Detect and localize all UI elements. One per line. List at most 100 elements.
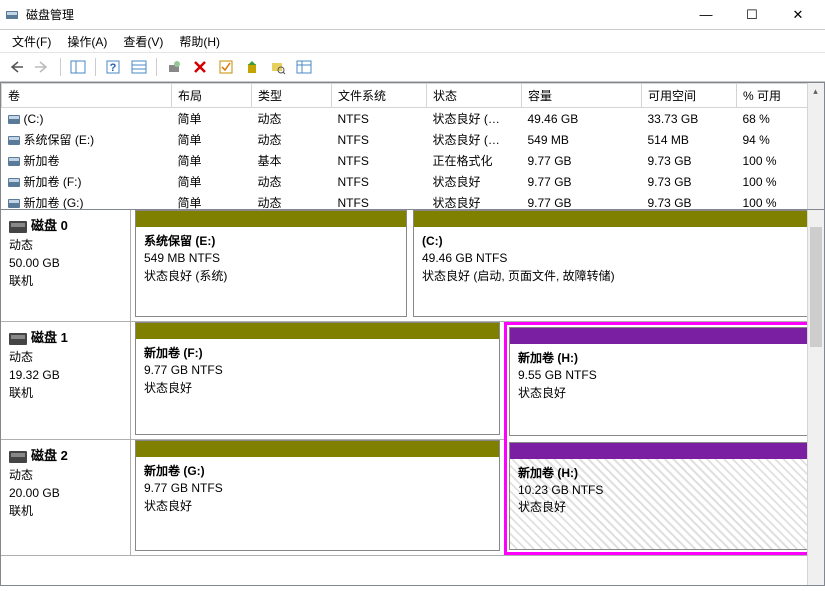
partition-title: (C:)	[422, 233, 811, 250]
vertical-scrollbar[interactable]: ▴	[807, 83, 824, 209]
volume-icon	[8, 115, 20, 124]
volume-icon	[8, 136, 20, 145]
delete-icon[interactable]	[189, 56, 211, 78]
disk2-partition-h[interactable]: 新加卷 (H:) 10.23 GB NTFS 状态良好	[509, 442, 813, 551]
disk-icon	[9, 333, 27, 345]
disk2-partition-g[interactable]: 新加卷 (G:) 9.77 GB NTFS 状态良好	[135, 440, 500, 551]
partition-status: 状态良好	[518, 499, 804, 516]
col-status[interactable]: 状态	[427, 84, 522, 108]
partition-status: 状态良好	[144, 498, 491, 515]
maximize-button[interactable]: ☐	[729, 1, 775, 29]
disk-0-name: 磁盘 0	[31, 218, 68, 233]
toolbar-separator	[156, 58, 157, 76]
toolbar-separator	[95, 58, 96, 76]
disk1-partition-f[interactable]: 新加卷 (F:) 9.77 GB NTFS 状态良好	[135, 322, 500, 435]
volume-row[interactable]: 系统保留 (E:)简单动态NTFS状态良好 (…549 MB514 MB94 %	[2, 129, 824, 150]
menu-help[interactable]: 帮助(H)	[171, 31, 228, 52]
disk-0-state: 联机	[9, 272, 122, 290]
disk1-partition-h[interactable]: 新加卷 (H:) 9.55 GB NTFS 状态良好	[509, 327, 813, 436]
close-button[interactable]: ✕	[775, 1, 821, 29]
volume-icon	[8, 199, 20, 208]
volume-row[interactable]: 新加卷 (G:)简单动态NTFS状态良好9.77 GB9.73 GB100 %	[2, 192, 824, 210]
partition-info: 9.77 GB NTFS	[144, 362, 491, 379]
partition-info: 49.46 GB NTFS	[422, 250, 811, 267]
disk-2-type: 动态	[9, 466, 122, 484]
up-icon[interactable]	[241, 56, 263, 78]
minimize-button[interactable]: —	[683, 1, 729, 29]
partition-title: 新加卷 (H:)	[518, 465, 804, 482]
col-pctfree[interactable]: % 可用	[737, 84, 810, 108]
col-layout[interactable]: 布局	[172, 84, 252, 108]
partition-status: 状态良好	[518, 385, 804, 402]
disk-1-label[interactable]: 磁盘 1 动态 19.32 GB 联机	[1, 322, 131, 439]
menu-bar: 文件(F) 操作(A) 查看(V) 帮助(H)	[0, 30, 825, 52]
toolbar-separator	[60, 58, 61, 76]
back-button[interactable]	[6, 56, 28, 78]
disk-0-label[interactable]: 磁盘 0 动态 50.00 GB 联机	[1, 210, 131, 321]
partition-info: 10.23 GB NTFS	[518, 482, 804, 499]
partition-status: 状态良好 (启动, 页面文件, 故障转储)	[422, 268, 811, 285]
title-bar: 磁盘管理 — ☐ ✕	[0, 0, 825, 30]
volume-table: 卷 布局 类型 文件系统 状态 容量 可用空间 % 可用 (C:)简单动态NTF…	[1, 83, 824, 210]
properties-icon[interactable]	[128, 56, 150, 78]
disk0-partition-c[interactable]: (C:) 49.46 GB NTFS 状态良好 (启动, 页面文件, 故障转储)	[413, 210, 820, 317]
partition-info: 9.77 GB NTFS	[144, 480, 491, 497]
forward-button[interactable]	[32, 56, 54, 78]
menu-file[interactable]: 文件(F)	[4, 31, 59, 52]
app-icon	[4, 7, 20, 23]
check-icon[interactable]	[215, 56, 237, 78]
partition-title: 系统保留 (E:)	[144, 233, 398, 250]
disk-icon	[9, 221, 27, 233]
svg-text:?: ?	[110, 62, 117, 74]
col-capacity[interactable]: 容量	[522, 84, 642, 108]
col-fs[interactable]: 文件系统	[332, 84, 427, 108]
search-icon[interactable]	[267, 56, 289, 78]
menu-view[interactable]: 查看(V)	[115, 31, 171, 52]
partition-title: 新加卷 (H:)	[518, 350, 804, 367]
disk-1-size: 19.32 GB	[9, 366, 122, 384]
disk-0-type: 动态	[9, 236, 122, 254]
partition-bar	[510, 328, 812, 344]
menu-action[interactable]: 操作(A)	[59, 31, 115, 52]
spanned-volume-highlight: 新加卷 (H:) 9.55 GB NTFS 状态良好 新加卷 (H:) 10.2…	[504, 322, 818, 555]
toolbar: ?	[0, 52, 825, 82]
disk-2-name: 磁盘 2	[31, 448, 68, 463]
partition-title: 新加卷 (G:)	[144, 463, 491, 480]
volume-row[interactable]: (C:)简单动态NTFS状态良好 (…49.46 GB33.73 GB68 %	[2, 108, 824, 130]
volume-icon	[8, 157, 20, 166]
help-icon[interactable]: ?	[102, 56, 124, 78]
partition-title: 新加卷 (F:)	[144, 345, 491, 362]
list-icon[interactable]	[293, 56, 315, 78]
disk-1-name: 磁盘 1	[31, 330, 68, 345]
volume-row[interactable]: 新加卷 (F:)简单动态NTFS状态良好9.77 GB9.73 GB100 %	[2, 171, 824, 192]
col-type[interactable]: 类型	[252, 84, 332, 108]
disk-2-state: 联机	[9, 502, 122, 520]
partition-bar	[136, 211, 406, 227]
col-volume[interactable]: 卷	[2, 84, 172, 108]
disk0-partition-e[interactable]: 系统保留 (E:) 549 MB NTFS 状态良好 (系统)	[135, 210, 407, 317]
disk-icon	[9, 451, 27, 463]
partition-status: 状态良好 (系统)	[144, 268, 398, 285]
col-free[interactable]: 可用空间	[642, 84, 737, 108]
refresh-icon[interactable]	[163, 56, 185, 78]
volume-list: 卷 布局 类型 文件系统 状态 容量 可用空间 % 可用 (C:)简单动态NTF…	[0, 82, 825, 210]
scrollbar-thumb[interactable]	[810, 227, 822, 347]
window-controls: — ☐ ✕	[683, 1, 821, 29]
partition-info: 9.55 GB NTFS	[518, 367, 804, 384]
partition-bar	[136, 323, 499, 339]
disk-0-size: 50.00 GB	[9, 254, 122, 272]
volume-icon	[8, 178, 20, 187]
volume-row[interactable]: 新加卷简单基本NTFS正在格式化9.77 GB9.73 GB100 %	[2, 150, 824, 171]
disk-row-0: 磁盘 0 动态 50.00 GB 联机 系统保留 (E:) 549 MB NTF…	[1, 210, 824, 322]
disk-layout-pane: 磁盘 0 动态 50.00 GB 联机 系统保留 (E:) 549 MB NTF…	[0, 210, 825, 586]
partition-bar	[136, 441, 499, 457]
show-hide-tree-button[interactable]	[67, 56, 89, 78]
partition-bar	[414, 211, 819, 227]
window-title: 磁盘管理	[26, 6, 683, 23]
disk-pane-scrollbar[interactable]	[807, 210, 824, 585]
disk-2-size: 20.00 GB	[9, 484, 122, 502]
scroll-up-icon[interactable]: ▴	[807, 83, 824, 100]
disk-2-label[interactable]: 磁盘 2 动态 20.00 GB 联机	[1, 440, 131, 555]
partition-bar	[510, 443, 812, 459]
disk-1-state: 联机	[9, 384, 122, 402]
